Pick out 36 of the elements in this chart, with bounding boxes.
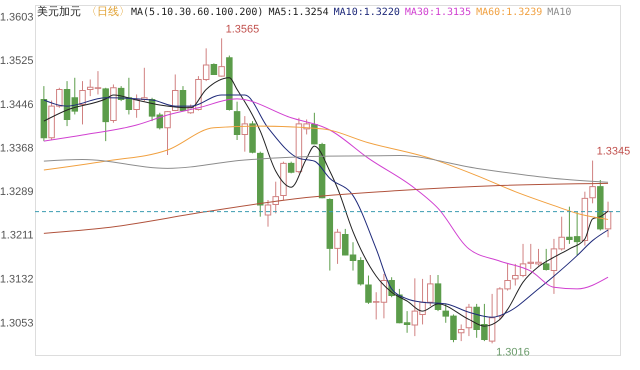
y-tick-label: 1.3053: [0, 317, 34, 330]
text: MA10: [547, 7, 572, 18]
candlestick: [180, 86, 186, 112]
text: MA30:1.3135: [404, 7, 472, 18]
y-tick-label: 1.3289: [0, 186, 34, 198]
chart-subtitle: 〈日线〉: [86, 5, 130, 18]
annotation: 1.3565: [226, 23, 260, 36]
candlestick: [172, 74, 178, 112]
y-tick-label: 1.3132: [0, 273, 34, 286]
candlestick: [466, 303, 472, 337]
y-tick-label: 1.3603: [0, 12, 34, 24]
text: MA10:1.3220: [334, 7, 400, 18]
candlestick: [79, 80, 86, 125]
candlestick: [288, 161, 294, 174]
candlestick: [218, 38, 225, 78]
candlestick: [458, 324, 464, 342]
text: MA60:1.3239: [476, 7, 542, 18]
candlestick: [334, 228, 341, 264]
text: MA5:1.3254: [268, 7, 329, 18]
line-series: [43, 182, 609, 234]
candlestick: [542, 248, 550, 272]
line-series: [43, 155, 609, 183]
annotation: 1.3345: [596, 146, 630, 158]
candlestick: [164, 110, 171, 156]
candlestick: [488, 293, 496, 344]
candlestick: [234, 101, 240, 140]
annotation: 1.3016: [496, 346, 530, 358]
y-tick-label: 1.3368: [0, 142, 34, 154]
y-tick-label: 1.3446: [0, 98, 34, 111]
legend-title: MA(5.10.30.60.100.200): [131, 7, 264, 18]
candlestick: [242, 116, 248, 152]
y-tick-label: 1.3211: [0, 230, 34, 242]
candlestick: [604, 201, 612, 238]
y-tick-label: 1.3525: [0, 55, 34, 68]
chart-title: 美元加元: [37, 5, 81, 18]
candlestick: [365, 275, 372, 304]
